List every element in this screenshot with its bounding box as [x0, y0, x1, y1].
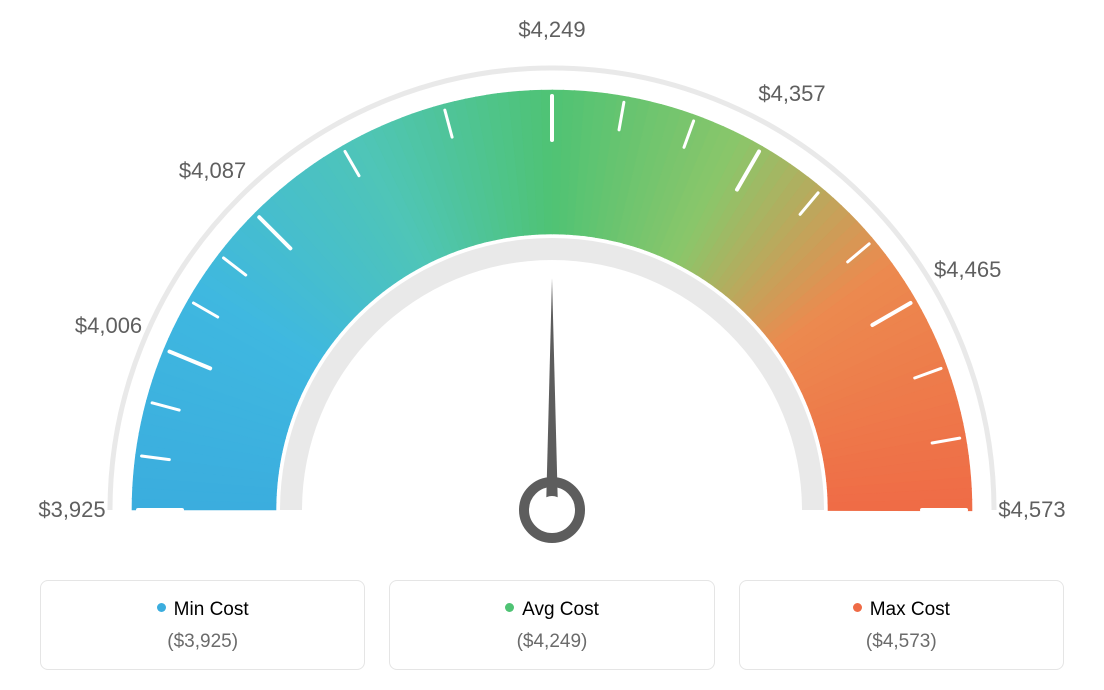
legend-label: Avg Cost	[522, 599, 599, 620]
tick-label: $4,249	[518, 17, 585, 43]
legend-card-max: Max Cost ($4,573)	[739, 580, 1064, 670]
legend-dot-min	[157, 603, 166, 612]
gauge-svg	[0, 0, 1104, 570]
gauge-chart: $3,925 $4,006 $4,087 $4,249 $4,357 $4,465 $4,5…	[0, 0, 1104, 570]
legend-card-min: Min Cost ($3,925)	[40, 580, 365, 670]
tick-label: $4,087	[179, 158, 246, 184]
tick-label: $4,357	[758, 81, 825, 107]
legend-dot-max	[853, 603, 862, 612]
chart-container: $3,925 $4,006 $4,087 $4,249 $4,357 $4,465 $4,5…	[0, 0, 1104, 690]
tick-label: $4,465	[934, 257, 1001, 283]
legend-value-avg: ($4,249)	[400, 631, 703, 653]
legend-title-avg: Avg Cost	[400, 599, 703, 621]
legend-row: Min Cost ($3,925) Avg Cost ($4,249) Max …	[40, 580, 1064, 670]
legend-label: Min Cost	[174, 599, 249, 620]
legend-label: Max Cost	[870, 599, 950, 620]
legend-value-max: ($4,573)	[750, 631, 1053, 653]
legend-title-min: Min Cost	[51, 599, 354, 621]
tick-label: $4,006	[75, 313, 142, 339]
legend-card-avg: Avg Cost ($4,249)	[389, 580, 714, 670]
legend-value-min: ($3,925)	[51, 631, 354, 653]
legend-title-max: Max Cost	[750, 599, 1053, 621]
tick-label: $3,925	[38, 497, 105, 523]
tick-label: $4,573	[998, 497, 1065, 523]
legend-dot-avg	[505, 603, 514, 612]
